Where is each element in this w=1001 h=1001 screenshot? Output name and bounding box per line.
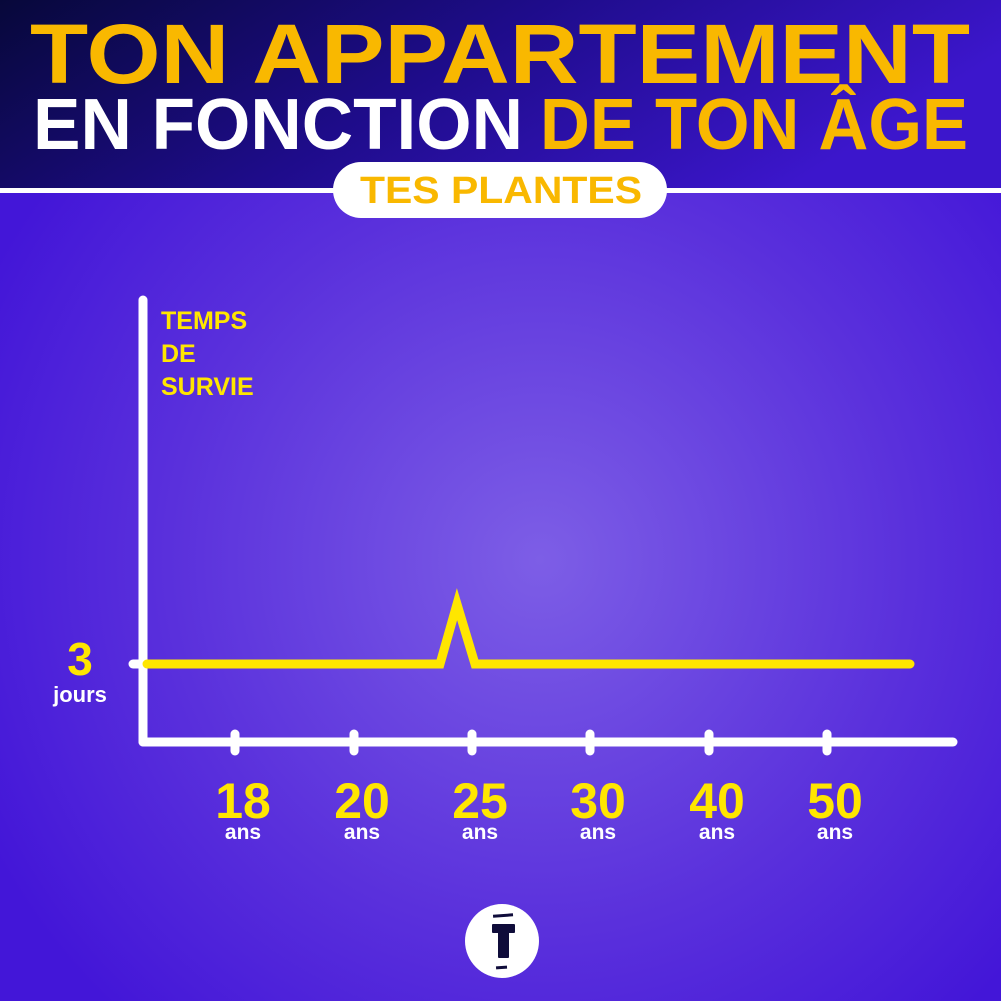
y-axis-label: TEMPS DE SURVIE — [161, 307, 254, 401]
x-tick-label-value: 50 — [807, 773, 863, 829]
chart — [128, 295, 958, 756]
subtitle-pill — [333, 162, 667, 218]
title-line-2-white: EN FONCTION — [33, 85, 523, 165]
logo — [465, 904, 539, 978]
x-tick-label-unit: ans — [579, 821, 617, 844]
x-tick-label-value: 30 — [570, 773, 626, 829]
x-tick-label-unit: ans — [816, 821, 854, 844]
y-tick-label-unit: jours — [53, 682, 107, 707]
title-line-2-yellow: DE TON ÂGE — [540, 85, 968, 165]
t-logo-icon — [492, 913, 515, 970]
y-tick-label-value: 3 — [67, 633, 93, 685]
x-tick-label-unit: ans — [224, 821, 262, 844]
x-tick-label-unit: ans — [343, 821, 381, 844]
title-line-1: TON APPARTEMENT — [30, 7, 970, 101]
subtitle-text: TES PLANTES — [360, 170, 642, 212]
x-tick-label-value: 25 — [452, 773, 508, 829]
x-tick-label-value: 18 — [215, 773, 271, 829]
x-tick-label-value: 20 — [334, 773, 390, 829]
header — [0, 0, 1001, 218]
x-tick-label-unit: ans — [461, 821, 499, 844]
x-tick-label-unit: ans — [698, 821, 736, 844]
x-tick-label-value: 40 — [689, 773, 745, 829]
header-band — [0, 0, 1001, 188]
series-line — [142, 588, 915, 669]
